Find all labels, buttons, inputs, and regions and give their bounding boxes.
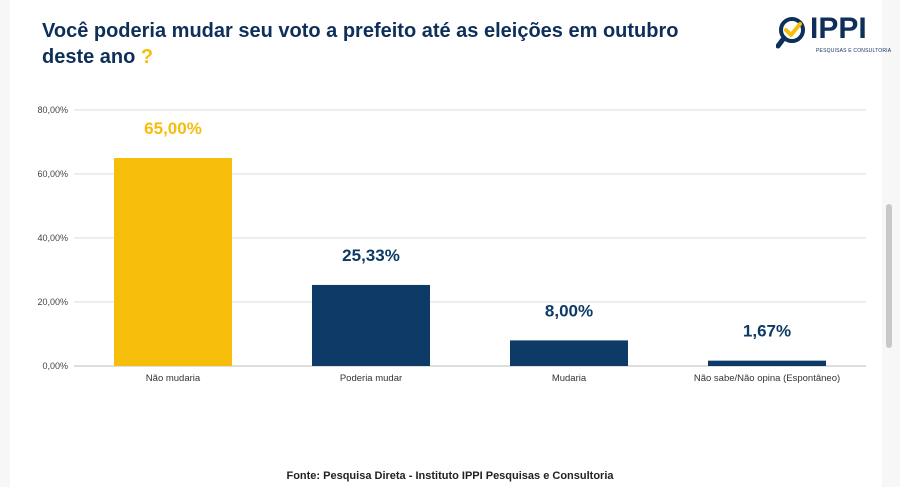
y-tick-label: 20,00% [37, 297, 68, 307]
x-axis-ticks: Não mudaria Poderia mudar Mudaria Não sabe/… [146, 373, 840, 384]
source-note: Fonte: Pesquisa Direta - Instituto IPPI … [286, 470, 614, 482]
data-label: 65,00% [144, 119, 202, 138]
data-label: 1,67% [743, 322, 791, 341]
data-label: 8,00% [545, 301, 593, 320]
chart-title: Você poderia mudar seu voto a prefeito a… [42, 18, 722, 70]
y-tick-label: 0,00% [42, 361, 68, 371]
y-tick-label: 40,00% [37, 233, 68, 243]
scrollbar[interactable] [886, 204, 892, 348]
bar [114, 158, 232, 366]
logo-wordmark: IPPI [810, 12, 867, 45]
chart-title-mark: ? [140, 46, 154, 68]
y-tick-label: 80,00% [37, 105, 68, 115]
bar [510, 340, 628, 366]
data-label: 25,33% [342, 246, 400, 265]
magnifier-check-icon [776, 17, 805, 49]
data-labels: 65,00% 25,33% 8,00% 1,67% [144, 119, 791, 341]
x-tick-label: Não mudaria [146, 373, 201, 384]
chart-title-text: Você poderia mudar seu voto a prefeito a… [42, 20, 679, 68]
y-tick-label: 60,00% [37, 169, 68, 179]
bar [708, 360, 826, 366]
bar [312, 284, 430, 366]
ippi-logo: IPPI PESQUISAS E CONSULTORIA [776, 12, 891, 58]
x-tick-label: Não sabe/Não opina (Espontâneo) [694, 373, 840, 384]
logo-tagline: PESQUISAS E CONSULTORIA [816, 48, 892, 54]
x-tick-label: Poderia mudar [340, 373, 402, 384]
y-axis-ticks: 0,00% 20,00% 40,00% 60,00% 80,00% [37, 105, 68, 371]
bars [114, 158, 826, 366]
x-tick-label: Mudaria [552, 373, 587, 384]
